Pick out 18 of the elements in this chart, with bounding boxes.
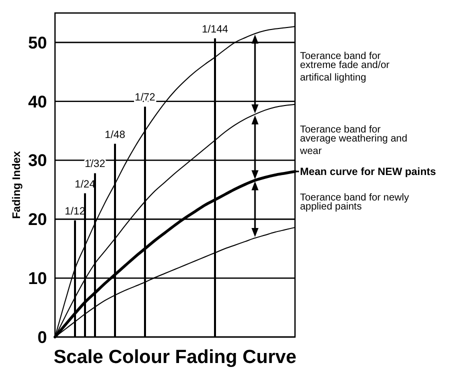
y-tick-label: 20: [28, 210, 47, 230]
y-tick-label: 40: [28, 92, 47, 112]
y-tick-label: 0: [38, 328, 47, 347]
y-tick-label: 30: [28, 151, 47, 170]
series-label: 1/24: [74, 178, 96, 190]
text: Scale Colour Fading Curve: [54, 347, 296, 368]
y-axis-title: Fading Index: [11, 150, 23, 219]
series-label: 1/48: [104, 128, 126, 141]
text: Toerance band for newly applied paints: [300, 192, 409, 212]
series-label: 1/72: [134, 92, 156, 104]
series-label: 1/32: [84, 158, 106, 170]
y-tick-label: 50: [28, 33, 47, 52]
text: Toerance band for extreme fade and/or artifical lighting: [300, 50, 390, 84]
series-label: 1/144: [202, 23, 228, 36]
legend-label: Mean curve for NEW paints: [300, 166, 436, 178]
text: Toerance band for average weathering and wear: [299, 124, 408, 157]
series-label: 1/12: [64, 205, 86, 218]
y-tick-label: 10: [28, 269, 47, 288]
